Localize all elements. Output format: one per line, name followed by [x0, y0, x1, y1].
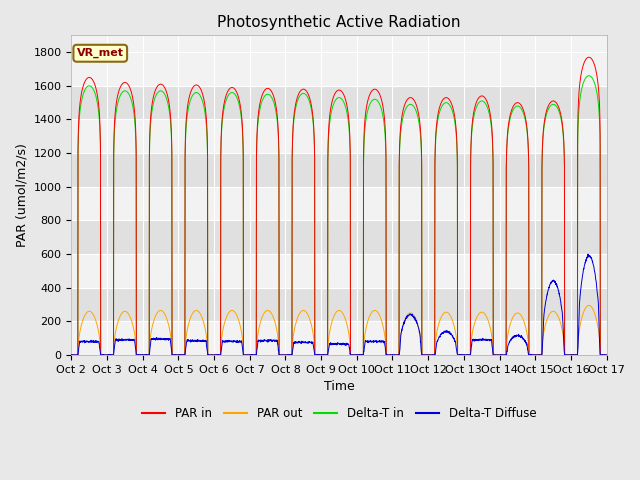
PAR in: [534, 352, 542, 358]
PAR in: [273, 108, 280, 113]
Delta-T in: [593, 86, 600, 92]
PAR in: [161, 84, 168, 90]
Title: Photosynthetic Active Radiation: Photosynthetic Active Radiation: [217, 15, 461, 30]
Delta-T in: [129, 102, 136, 108]
PAR in: [296, 89, 303, 95]
Delta-T Diffuse: [584, 251, 592, 257]
PAR in: [585, 54, 593, 60]
PAR out: [534, 352, 542, 358]
Text: VR_met: VR_met: [77, 48, 124, 59]
PAR in: [593, 69, 600, 74]
Y-axis label: PAR (umol/m2/s): PAR (umol/m2/s): [15, 143, 28, 247]
PAR out: [296, 310, 303, 316]
Delta-T in: [585, 73, 593, 79]
PAR in: [68, 352, 76, 358]
Bar: [72, 220, 607, 254]
Delta-T in: [273, 113, 280, 119]
Line: Delta-T in: Delta-T in: [72, 76, 607, 355]
Delta-T Diffuse: [296, 339, 304, 345]
Bar: [72, 153, 607, 187]
PAR out: [585, 302, 593, 308]
Delta-T in: [296, 93, 303, 99]
Delta-T Diffuse: [273, 339, 280, 345]
Delta-T Diffuse: [603, 352, 611, 358]
Delta-T in: [161, 91, 168, 96]
Bar: [72, 288, 607, 321]
Line: PAR out: PAR out: [72, 305, 607, 355]
Delta-T Diffuse: [535, 352, 543, 358]
Delta-T Diffuse: [129, 337, 136, 343]
PAR in: [603, 352, 611, 358]
PAR out: [603, 352, 611, 358]
Delta-T Diffuse: [161, 336, 168, 342]
PAR out: [161, 310, 168, 316]
X-axis label: Time: Time: [324, 380, 355, 393]
PAR out: [129, 321, 136, 326]
PAR out: [593, 316, 600, 322]
Bar: [72, 86, 607, 120]
Line: Delta-T Diffuse: Delta-T Diffuse: [72, 254, 607, 355]
Line: PAR in: PAR in: [72, 57, 607, 355]
Delta-T Diffuse: [593, 281, 600, 287]
Legend: PAR in, PAR out, Delta-T in, Delta-T Diffuse: PAR in, PAR out, Delta-T in, Delta-T Dif…: [137, 402, 541, 425]
Delta-T in: [603, 352, 611, 358]
PAR out: [68, 352, 76, 358]
Delta-T in: [534, 352, 542, 358]
PAR out: [273, 326, 280, 332]
Delta-T in: [68, 352, 76, 358]
PAR in: [129, 94, 136, 99]
Delta-T Diffuse: [68, 352, 76, 358]
Delta-T Diffuse: [68, 352, 76, 358]
